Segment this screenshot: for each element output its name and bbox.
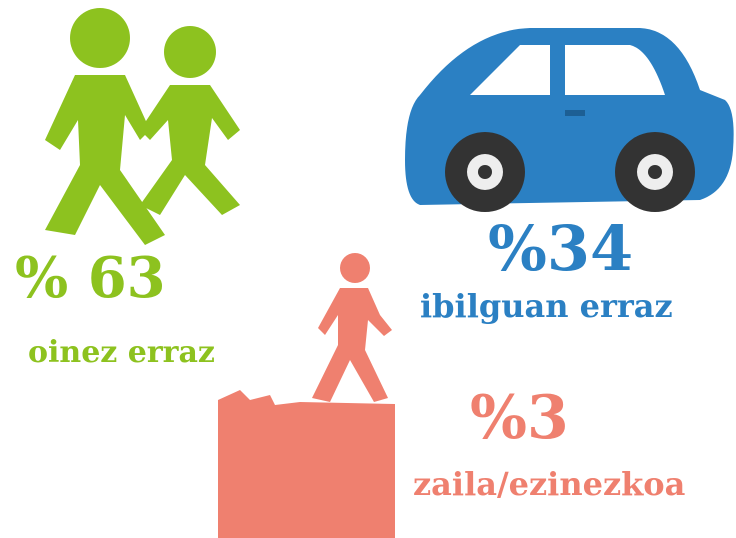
- label: oinez erraz: [28, 335, 215, 370]
- car-icon: [405, 28, 734, 212]
- walking-people-icon: [45, 8, 240, 245]
- value-label: %3: [470, 383, 569, 453]
- cliff-walker-icon: [218, 253, 395, 538]
- value-label: % 63: [15, 245, 166, 311]
- label: zaila/ezinezkoa: [413, 465, 686, 503]
- label: ibilguan erraz: [420, 287, 673, 325]
- value-label: %34: [488, 212, 634, 285]
